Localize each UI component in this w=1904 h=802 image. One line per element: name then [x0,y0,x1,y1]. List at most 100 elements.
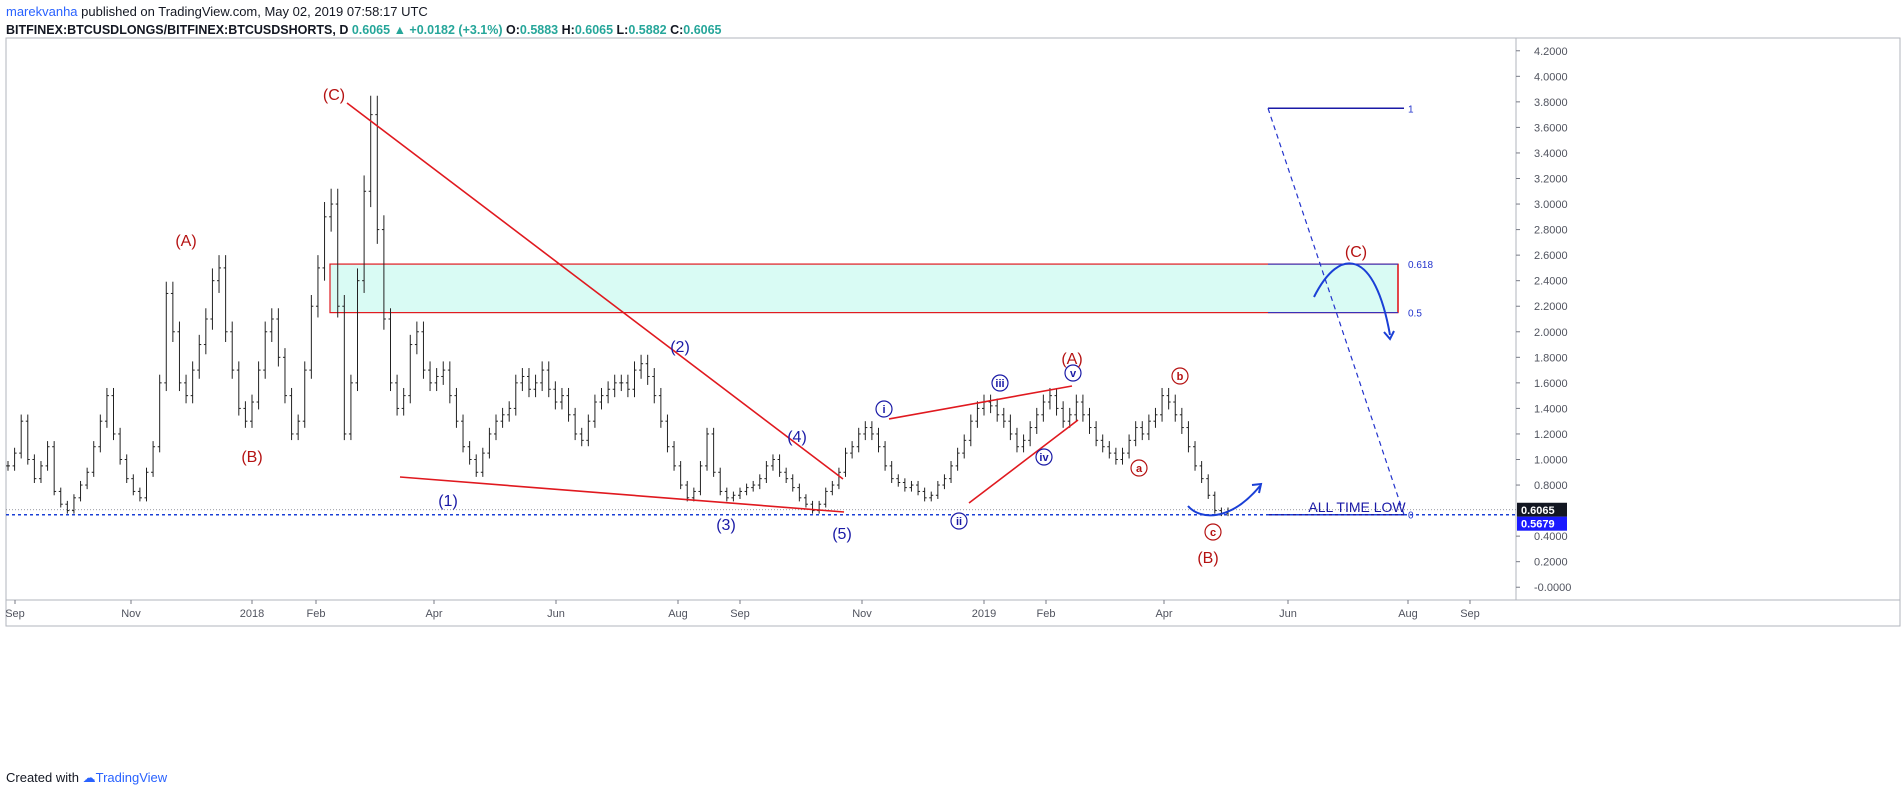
plot-frame [5,37,1517,601]
y-tick-label: 3.6000 [1534,122,1568,134]
price-axis [1515,37,1901,601]
footer: Created with ☁TradingView [6,770,167,786]
wave-circle [1171,367,1189,385]
published-text: published on TradingView.com, May 02, 20… [77,4,428,19]
y-tick-label: -0.0000 [1534,582,1571,594]
created-with-text: Created with [6,770,79,785]
trend-line [888,385,1073,420]
wave-label: (A) [175,233,196,250]
price-change: ▲ +0.0182 (+3.1%) [393,23,503,37]
symbol-line: BITFINEX:BTCUSDLONGS/BITFINEX:BTCUSDSHOR… [6,21,722,39]
close-label: C: [670,23,684,37]
y-tick-label: 4.0000 [1534,71,1568,83]
tradingview-logo-icon: ☁ [82,770,96,785]
x-tick-label: Jun [1279,608,1297,620]
wave-circle [875,400,893,418]
y-tick-label: 0.2000 [1534,557,1568,569]
symbol-name: BITFINEX:BTCUSDLONGS/BITFINEX:BTCUSDSHOR… [6,23,349,37]
bottom-arrow-icon [1251,482,1263,494]
tradingview-link[interactable]: TradingView [95,770,168,785]
fib-level-label: 0.5 [1408,309,1422,320]
x-tick-label: Nov [121,608,141,620]
y-tick-label: 3.8000 [1534,97,1568,109]
author-link[interactable]: marekvanha [6,4,78,19]
wave-label: c [1210,527,1216,539]
high-label: H: [561,23,575,37]
low-value: 0.5882 [628,23,667,37]
atl-price-tag-label: 0.5679 [1521,519,1555,531]
x-tick-label: Nov [852,608,872,620]
wave-label: a [1136,463,1143,475]
y-tick-label: 2.6000 [1534,250,1568,262]
wave-circle [950,512,968,530]
trend-line [968,419,1079,504]
x-tick-label: Sep [1460,608,1480,620]
x-tick-label: Sep [5,608,25,620]
trend-line [399,476,845,513]
wave-label: iii [995,378,1004,390]
last-price: 0.6065 [351,23,391,37]
x-tick-label: Aug [668,608,688,620]
trend-line [346,102,844,480]
wave-label: ii [956,516,962,528]
wave-circle [1035,448,1053,466]
atl-price-tag [1517,516,1567,531]
chart-header: marekvanha published on TradingView.com,… [6,3,722,39]
wave-label: (C) [1345,244,1367,261]
x-tick-label: Jun [547,608,565,620]
last-price-tag-label: 0.6065 [1521,505,1555,517]
open-value: 0.5883 [519,23,559,37]
x-tick-label: Apr [1155,608,1172,620]
x-tick-label: 2018 [240,608,264,620]
fib-level-label: 0 [1408,511,1414,522]
wave-label: (5) [832,526,852,543]
wave-circle [1064,364,1082,382]
x-tick-label: 2019 [972,608,996,620]
low-label: L: [616,23,629,37]
x-tick-label: Feb [307,608,326,620]
y-tick-label: 2.2000 [1534,301,1568,313]
wave-label: iv [1039,452,1049,464]
y-tick-label: 1.6000 [1534,378,1568,390]
y-tick-label: 2.4000 [1534,276,1568,288]
publish-line: marekvanha published on TradingView.com,… [6,3,722,21]
wave-label: (4) [787,429,807,446]
projection-arc [1313,262,1391,336]
y-tick-label: 2.0000 [1534,327,1568,339]
close-value: 0.6065 [683,23,722,37]
high-value: 0.6065 [574,23,614,37]
x-tick-label: Aug [1398,608,1418,620]
wave-circle [1204,523,1222,541]
y-tick-label: 0.8000 [1534,480,1568,492]
wave-label: v [1070,368,1077,380]
wave-label: (A) [1061,351,1082,368]
y-tick-label: 4.2000 [1534,46,1568,58]
wave-label: i [882,404,885,416]
y-tick-label: 2.8000 [1534,225,1568,237]
y-tick-label: 1.8000 [1534,352,1568,364]
wave-label: (3) [716,517,736,534]
x-tick-label: Apr [425,608,442,620]
wave-label: (2) [670,339,690,356]
x-tick-label: Sep [730,608,750,620]
last-price-tag [1517,502,1567,517]
all-time-low-label: ALL TIME LOW [1308,499,1406,515]
bottom-arc [1187,485,1261,517]
fib-level-label: 0.618 [1408,260,1433,271]
wave-label: (B) [241,449,262,466]
y-tick-label: 3.0000 [1534,199,1568,211]
projection-arrow-icon [1383,330,1395,341]
fib-zone [329,263,1399,314]
y-tick-label: 3.2000 [1534,174,1568,186]
open-label: O: [506,23,520,37]
wave-label: (C) [323,87,345,104]
wave-label: (B) [1197,550,1218,567]
time-axis [5,599,1901,627]
y-tick-label: 3.4000 [1534,148,1568,160]
wave-circle [991,374,1009,392]
y-tick-label: 1.4000 [1534,403,1568,415]
y-tick-label: 1.0000 [1534,455,1568,467]
wave-circle [1130,459,1148,477]
